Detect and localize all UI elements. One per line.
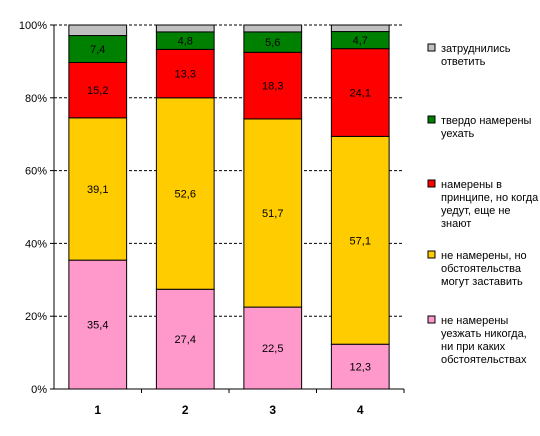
- bar-segment: [330, 343, 390, 390]
- legend-label: твердо намерены: [441, 115, 532, 127]
- bar-segments: [68, 24, 390, 390]
- data-label: 22,5: [262, 343, 283, 355]
- data-label: 39,1: [87, 184, 108, 196]
- legend-label: ответить: [441, 56, 486, 68]
- bar-segment: [243, 51, 303, 120]
- bar-segment: [330, 48, 390, 137]
- legend-label: обстоятельства: [441, 263, 522, 275]
- bar-segment: [155, 48, 215, 99]
- legend-label: не намерены: [441, 315, 508, 327]
- bar-segment: [68, 117, 128, 261]
- legend-label: могут заставить: [441, 276, 523, 288]
- y-tick-label: 60%: [25, 166, 47, 178]
- y-tick-label: 40%: [25, 238, 47, 250]
- legend-label: уезжать никогда,: [441, 328, 527, 340]
- y-tick-label: 0%: [31, 384, 47, 396]
- data-label: 51,7: [262, 208, 283, 220]
- bar-segment: [68, 61, 128, 119]
- bar-segment: [330, 24, 390, 33]
- data-label: 4,7: [353, 35, 368, 47]
- legend-label: знают: [441, 218, 471, 230]
- y-tick-label: 100%: [19, 20, 47, 32]
- legend-swatch: [427, 43, 436, 52]
- legend-label: уехать: [441, 128, 475, 140]
- legend-label: не намерены, но: [441, 250, 527, 262]
- data-label: 35,4: [87, 320, 108, 332]
- y-tick-label: 80%: [25, 93, 47, 105]
- data-label: 15,2: [87, 85, 108, 97]
- data-label: 24,1: [350, 88, 371, 100]
- legend-swatch: [427, 315, 436, 324]
- data-label: 4,8: [178, 36, 193, 48]
- data-label: 52,6: [175, 189, 196, 201]
- y-axis-tick-labels: 0% 20% 40% 60% 80% 100%: [19, 20, 47, 396]
- data-label: 57,1: [350, 235, 371, 247]
- y-tick-label: 20%: [25, 311, 47, 323]
- legend-swatch: [427, 179, 436, 188]
- legend-swatch: [427, 115, 436, 124]
- data-label: 12,3: [350, 362, 371, 374]
- x-axis-tick-labels: 1 2 3 4: [94, 403, 364, 417]
- legend-label: намерены в: [441, 179, 502, 191]
- x-tick-label: 3: [269, 403, 276, 417]
- bar-segment: [243, 24, 303, 33]
- axes: [50, 24, 405, 393]
- legend-label: принципе, но когда: [441, 192, 539, 204]
- data-label: 13,3: [175, 69, 196, 81]
- legend-label: обстоятельствах: [441, 354, 527, 366]
- data-label: 18,3: [262, 81, 283, 93]
- data-label: 27,4: [175, 334, 196, 346]
- legend-swatch: [427, 250, 436, 259]
- bar-segment: [155, 24, 215, 33]
- x-tick-label: 2: [182, 403, 189, 417]
- legend-label: ни при каких: [441, 341, 506, 353]
- legend-label: уедут, еще не: [441, 205, 511, 217]
- data-label: 7,4: [90, 44, 105, 56]
- bar-segment: [330, 135, 390, 345]
- legend-label: затруднились: [441, 43, 511, 55]
- x-tick-label: 4: [357, 403, 364, 417]
- data-label: 5,6: [265, 37, 280, 49]
- bar-segment: [68, 24, 128, 37]
- bar-segment: [68, 259, 128, 390]
- x-tick-label: 1: [94, 403, 101, 417]
- data-labels: 35,4 39,1 15,2 7,4 27,4 52,6 13,3 4,8 22,5 51,7 18…: [87, 35, 371, 374]
